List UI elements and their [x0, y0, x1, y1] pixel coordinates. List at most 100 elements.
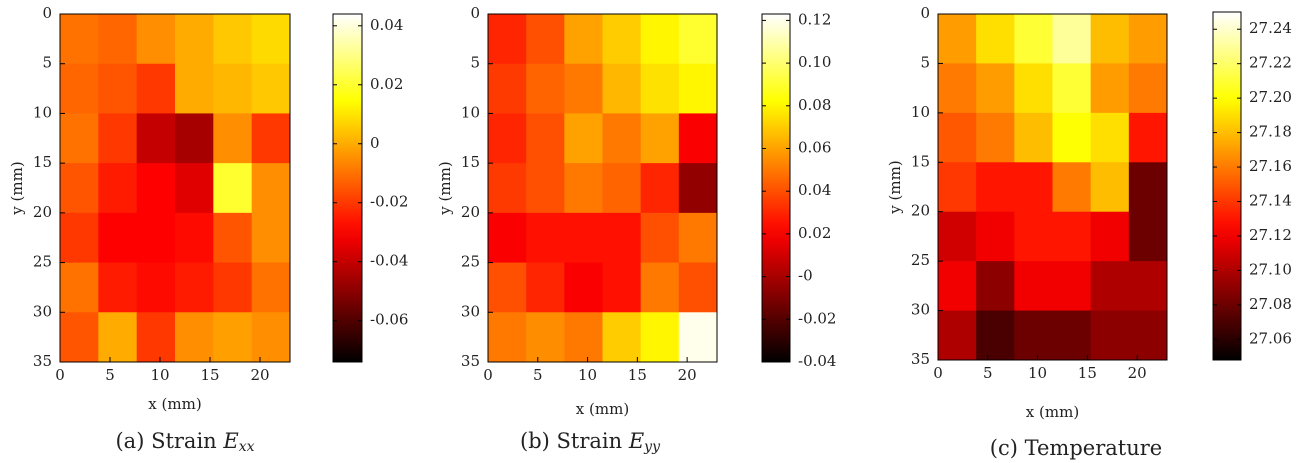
y-tick-label: 35: [911, 350, 930, 368]
heat-cell: [1052, 211, 1092, 262]
heat-cell: [1128, 63, 1168, 114]
caption: (b) Strain Eyy: [520, 429, 661, 456]
heat-cell: [98, 113, 138, 164]
y-tick-label: 25: [461, 253, 480, 271]
colorbar-tick-label: 27.18: [1249, 123, 1292, 141]
colorbar-tick-label: -0.04: [798, 352, 836, 370]
heat-cell: [938, 112, 977, 163]
x-tick-label: 15: [628, 366, 647, 384]
x-tick-label: 5: [105, 366, 115, 384]
y-axis-label: y (mm): [436, 161, 454, 215]
heat-cell: [98, 212, 138, 264]
heat-cell: [98, 262, 138, 313]
colorbar-tick-label: 27.24: [1249, 19, 1292, 37]
colorbar-tick-label: 0: [370, 134, 380, 152]
y-tick-label: 30: [33, 302, 52, 320]
heat-cell: [976, 112, 1015, 163]
colorbar: [1212, 11, 1242, 361]
heat-cell: [1014, 112, 1053, 163]
heat-cell: [213, 14, 253, 65]
heat-cell: [678, 312, 718, 363]
heat-cell: [213, 312, 253, 363]
heat-cell: [976, 310, 1015, 361]
y-tick-label: 20: [911, 202, 930, 220]
y-tick-label: 10: [911, 103, 930, 121]
heat-cell: [640, 212, 680, 264]
heat-cell: [488, 312, 527, 363]
colorbar-tick-label: 0.12: [798, 10, 831, 28]
heat-cell: [488, 113, 527, 164]
heat-cell: [678, 212, 718, 264]
heat-cell: [60, 63, 99, 114]
colorbar-tick-label: -0: [798, 267, 813, 285]
heat-cell: [98, 312, 138, 363]
x-axis-label: x (mm): [148, 395, 201, 413]
caption-subscript: xx: [239, 439, 255, 455]
heat-cell: [1052, 63, 1092, 114]
heat-cell: [488, 63, 527, 114]
heat-cell: [678, 163, 718, 214]
heat-cell: [678, 63, 718, 114]
y-axis-label: y (mm): [8, 161, 26, 215]
colorbar-tick-label: 0.08: [798, 96, 831, 114]
heat-cell: [60, 163, 99, 214]
heat-cell: [938, 211, 977, 262]
heat-cell: [938, 310, 977, 361]
colorbar-tick-label: 0.02: [370, 75, 403, 93]
heat-cell: [938, 63, 977, 114]
x-tick-label: 20: [1128, 364, 1147, 382]
colorbar-tick-label: 0.04: [798, 181, 831, 199]
heat-cell: [526, 113, 565, 164]
heat-cell: [1052, 112, 1092, 163]
colorbar-tick-label: 0.06: [798, 139, 831, 157]
y-tick-label: 35: [461, 352, 480, 370]
y-tick-label: 30: [911, 301, 930, 319]
heat-cell: [526, 14, 565, 65]
heat-cell: [602, 63, 642, 114]
y-tick-label: 0: [920, 4, 930, 22]
heat-cell: [1014, 310, 1053, 361]
heat-cell: [526, 63, 565, 114]
heat-cell: [938, 14, 977, 64]
heat-cell: [136, 212, 176, 264]
heat-cell: [1128, 261, 1168, 312]
colorbar-tick-label: 0.02: [798, 224, 831, 242]
heat-cell: [1014, 211, 1053, 262]
y-tick-label: 5: [470, 54, 480, 72]
heat-cell: [488, 212, 527, 264]
heat-cell: [251, 113, 291, 164]
y-tick-label: 35: [33, 352, 52, 370]
plot-frame: [59, 13, 291, 363]
heat-cell: [1128, 211, 1168, 262]
heat-cell: [564, 14, 603, 65]
x-tick-label: 10: [578, 366, 597, 384]
heat-cell: [1014, 63, 1053, 114]
x-tick-label: 20: [250, 366, 269, 384]
heat-cell: [640, 163, 680, 214]
heat-cell: [60, 312, 99, 363]
heat-cell: [488, 163, 527, 214]
caption: (a) Strain Exx: [115, 429, 254, 456]
plot-frame: [937, 13, 1168, 361]
y-tick-label: 20: [461, 203, 480, 221]
heat-cell: [602, 312, 642, 363]
y-tick-label: 10: [33, 103, 52, 121]
caption-text: (c) Temperature: [990, 436, 1162, 460]
heat-cell: [602, 262, 642, 313]
heat-cell: [564, 113, 603, 164]
heat-cell: [640, 312, 680, 363]
heat-cell: [1090, 211, 1130, 262]
y-tick-label: 15: [461, 153, 480, 171]
heat-cell: [526, 163, 565, 214]
colorbar-tick-label: 27.16: [1249, 157, 1292, 175]
heat-cell: [213, 163, 253, 214]
x-tick-label: 5: [983, 364, 993, 382]
heat-cell: [251, 312, 291, 363]
heat-cell: [175, 312, 214, 363]
heat-cell: [976, 63, 1015, 114]
heat-cell: [1014, 162, 1053, 213]
heat-cell: [640, 113, 680, 164]
heat-cell: [640, 14, 680, 65]
heat-cell: [98, 14, 138, 65]
heat-cell: [175, 262, 214, 313]
